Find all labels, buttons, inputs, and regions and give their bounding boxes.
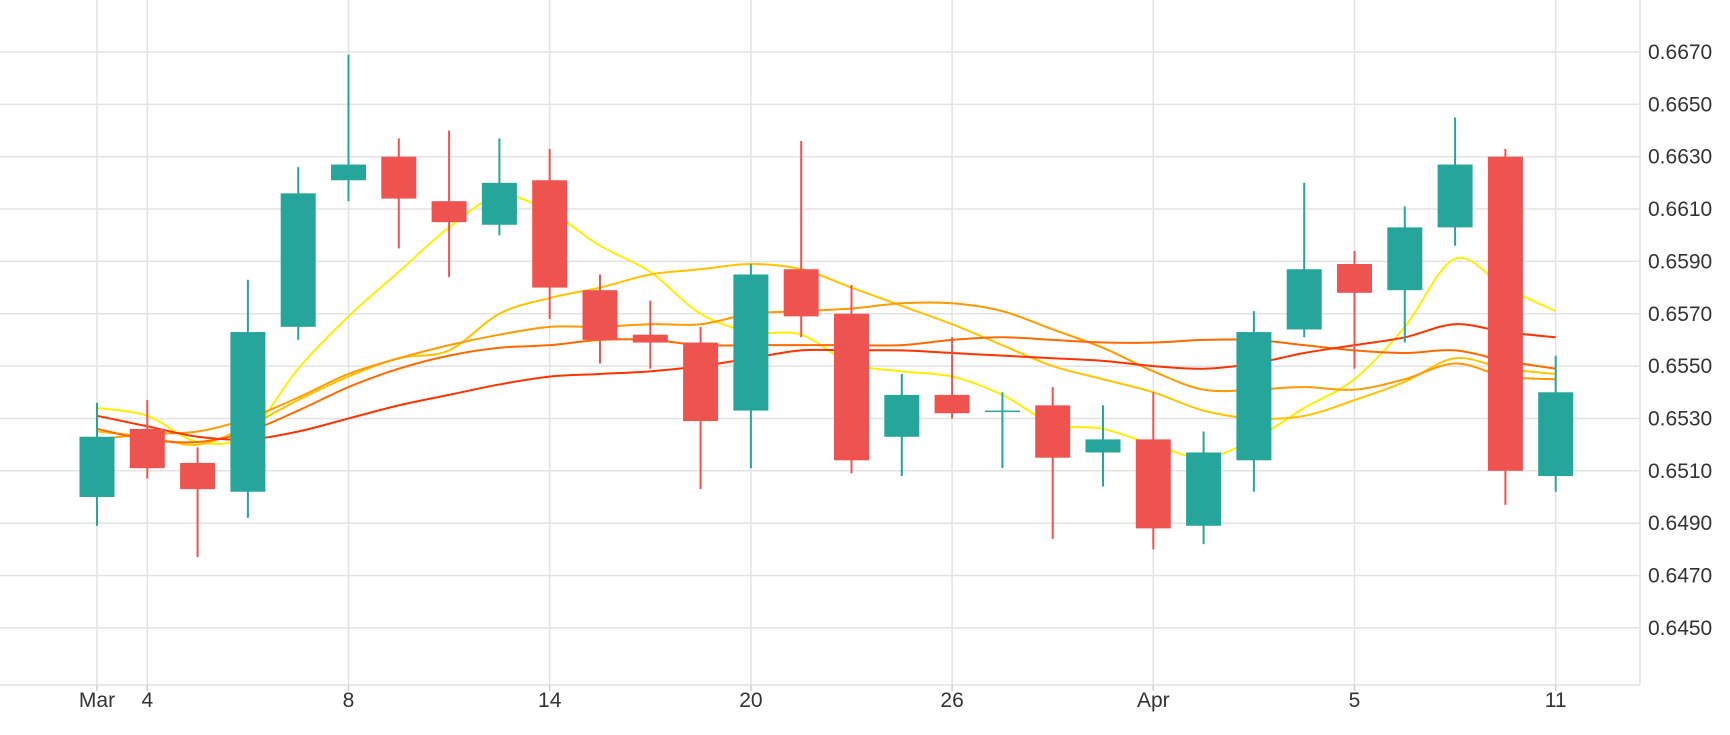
candle-body (1387, 227, 1423, 291)
candle-body (1286, 269, 1322, 330)
candle-body (79, 436, 115, 497)
candle-up (1387, 206, 1423, 343)
candle-up (884, 373, 920, 477)
candle-up (1186, 431, 1222, 545)
candle-body (280, 193, 316, 327)
candle-body (331, 164, 366, 181)
moving-average-lines (96, 194, 1557, 459)
x-tick-label: 5 (1349, 689, 1361, 712)
candle-body (381, 156, 417, 199)
candle-down (180, 447, 216, 558)
y-tick-label: 0.6590 (1648, 250, 1712, 273)
candle-up (230, 279, 266, 518)
candle-down (632, 300, 668, 369)
y-tick-label: 0.6610 (1648, 198, 1712, 221)
candle-up (79, 402, 115, 526)
candle-down (582, 274, 618, 364)
candle-down (129, 400, 165, 479)
candle-body (1538, 392, 1574, 477)
candle-up (1437, 117, 1473, 246)
candle-down (1035, 387, 1071, 539)
candle-up (1286, 182, 1322, 338)
y-tick-label: 0.6550 (1648, 355, 1712, 378)
x-tick-label: 26 (940, 689, 963, 712)
y-tick-label: 0.6630 (1648, 146, 1712, 169)
candle-body (582, 290, 618, 340)
candle-body (733, 274, 769, 411)
candle-up (481, 138, 517, 236)
grid (0, 0, 1641, 686)
candle-down (1135, 392, 1171, 550)
candle-down (532, 148, 568, 319)
candle-body (1186, 452, 1222, 526)
x-tick-label: 14 (538, 689, 562, 712)
candle-up (1236, 311, 1272, 492)
candle-down (1337, 250, 1372, 369)
y-tick-label: 0.6490 (1648, 512, 1712, 535)
y-axis: 0.6450 0.6470 0.6490 0.6510 0.6530 0.6550 0.65… (1648, 41, 1712, 640)
candle-down (1487, 148, 1523, 505)
candle-body (783, 269, 819, 317)
candle-body (532, 180, 568, 288)
candle-body (1437, 164, 1473, 228)
candle-body (230, 332, 266, 492)
candle-body (1085, 439, 1121, 453)
x-tick-label: 4 (141, 689, 153, 712)
candle-up (984, 392, 1020, 469)
y-tick-label: 0.6530 (1648, 407, 1712, 430)
candle-body (481, 182, 517, 225)
x-tick-label: 20 (739, 689, 762, 712)
candle-body (431, 201, 467, 223)
candle-down (834, 284, 869, 474)
y-tick-label: 0.6470 (1648, 565, 1712, 588)
candle-up (733, 264, 769, 469)
candle-body (1135, 439, 1171, 529)
y-tick-label: 0.6510 (1648, 460, 1712, 483)
moving-average-line (96, 263, 1556, 446)
candle-body (984, 410, 1020, 413)
candle-body (834, 313, 869, 461)
x-tick-label: 11 (1545, 689, 1567, 712)
x-tick-label: Apr (1137, 689, 1170, 712)
candle-body (180, 462, 216, 490)
moving-average-line (96, 323, 1556, 441)
candle-body (1035, 405, 1071, 458)
candle-body (683, 342, 719, 422)
candle-body (1236, 332, 1272, 461)
candle-body (129, 428, 165, 469)
candle-down (783, 140, 819, 338)
candles (79, 54, 1574, 558)
candle-body (1487, 156, 1523, 471)
candle-up (331, 54, 366, 202)
candle-body (1337, 264, 1372, 293)
y-tick-label: 0.6570 (1648, 303, 1712, 326)
candle-body (934, 394, 970, 414)
candle-up (280, 167, 316, 340)
candle-down (381, 138, 417, 249)
y-tick-label: 0.6450 (1648, 617, 1712, 640)
candle-up (1085, 405, 1121, 487)
candle-down (934, 337, 970, 419)
candle-body (632, 334, 668, 343)
y-tick-label: 0.6650 (1648, 93, 1712, 116)
candle-down (431, 130, 467, 278)
moving-average-line (96, 301, 1556, 441)
candle-up (1538, 355, 1574, 492)
x-tick-label: 8 (343, 689, 355, 712)
moving-average-line (96, 336, 1556, 444)
candle-body (884, 394, 920, 437)
x-tick-label: Mar (79, 689, 115, 712)
y-tick-label: 0.6670 (1648, 41, 1712, 64)
x-axis: Mar 4 8 14 20 26 Apr 5 11 (79, 685, 1567, 712)
candle-down (683, 326, 719, 490)
